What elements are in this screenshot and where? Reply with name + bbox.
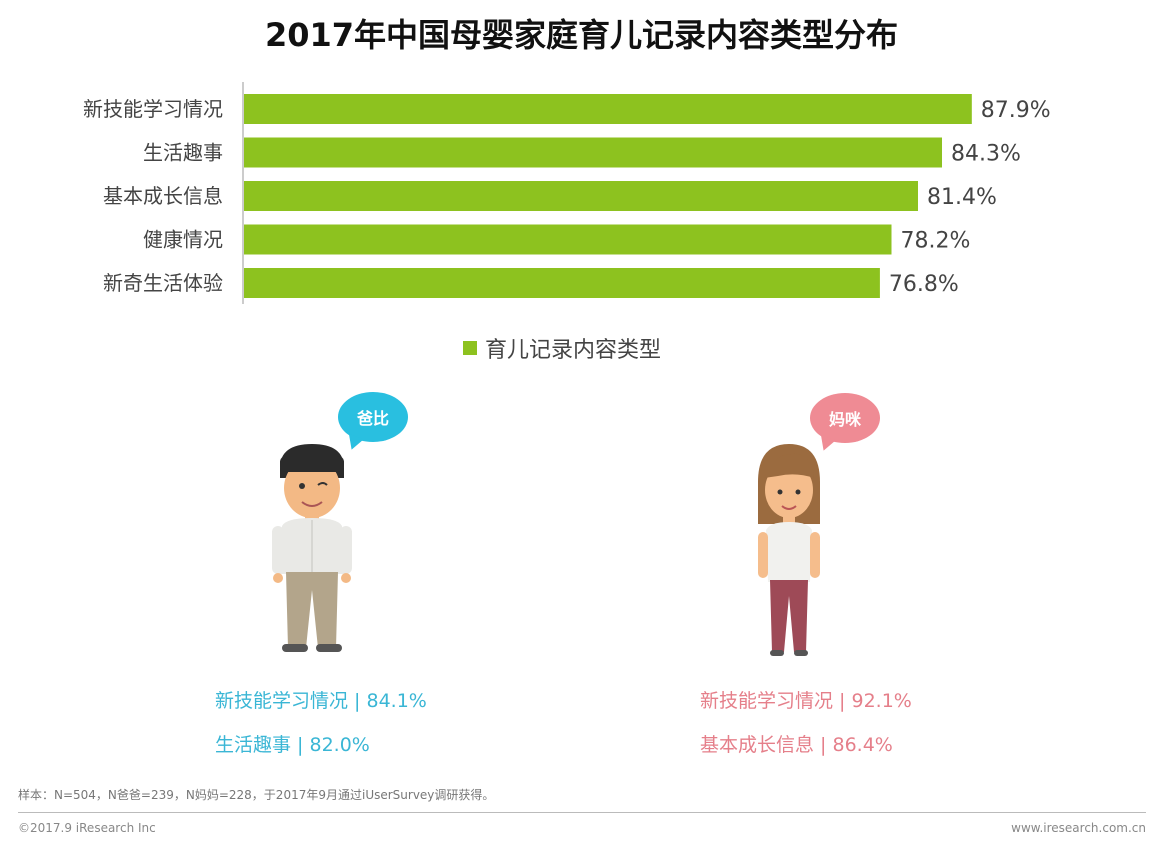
data-label: 84.3%: [951, 142, 1021, 167]
chart-title: 2017年中国母婴家庭育儿记录内容类型分布: [264, 16, 899, 54]
website: www.iresearch.com.cn: [1011, 821, 1146, 835]
legend: 育儿记录内容类型: [463, 332, 661, 364]
bar: [244, 94, 972, 124]
mom-illustration: [758, 444, 820, 656]
category-label: 新奇生活体验: [103, 271, 223, 295]
category-label: 新技能学习情况: [83, 97, 223, 121]
footnote: 样本：N=504，N爸爸=239，N妈妈=228，于2017年9月通过iUser…: [18, 788, 495, 802]
dad-stat-1: 新技能学习情况 | 84.1%: [215, 690, 427, 712]
category-label: 基本成长信息: [103, 184, 223, 208]
data-label: 81.4%: [927, 185, 997, 210]
data-label: 78.2%: [900, 229, 970, 254]
dad-stat-2: 生活趣事 | 82.0%: [215, 734, 370, 756]
dad-bubble-label: 爸比: [356, 409, 389, 428]
bar: [244, 268, 880, 298]
category-label: 生活趣事: [143, 141, 223, 165]
data-label: 87.9%: [981, 98, 1051, 123]
mom-bubble-label: 妈咪: [828, 410, 861, 429]
mom-stat-2: 基本成长信息 | 86.4%: [700, 734, 893, 756]
dad-speech-bubble: 爸比: [338, 392, 408, 442]
footer-divider: [18, 812, 1146, 813]
category-label: 健康情况: [143, 228, 223, 252]
copyright: ©2017.9 iResearch Inc: [18, 821, 156, 835]
bar: [244, 224, 892, 255]
mom-speech-bubble: 妈咪: [810, 393, 880, 443]
legend-swatch: [463, 341, 477, 355]
dad-illustration: [272, 444, 352, 652]
bar: [244, 181, 918, 211]
data-label: 76.8%: [889, 272, 959, 297]
mom-stat-1: 新技能学习情况 | 92.1%: [700, 690, 912, 712]
legend-label: 育儿记录内容类型: [485, 338, 662, 363]
bar: [244, 137, 943, 168]
bar-chart: 新技能学习情况 87.9% 生活趣事 84.3% 基本成长信息 81.4% 健康情况 78.2…: [83, 82, 1051, 304]
